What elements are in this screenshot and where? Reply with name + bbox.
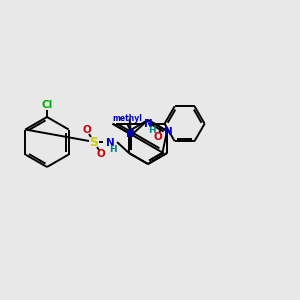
Text: N: N	[164, 127, 172, 137]
Text: H: H	[109, 145, 117, 154]
Text: N: N	[144, 119, 153, 129]
Text: S: S	[89, 136, 98, 148]
Text: O: O	[97, 149, 105, 159]
Text: N: N	[126, 129, 135, 139]
Text: methyl: methyl	[113, 114, 142, 123]
Text: O: O	[82, 125, 91, 135]
Text: Cl: Cl	[41, 100, 52, 110]
Text: H: H	[148, 126, 155, 135]
Text: N: N	[106, 138, 114, 148]
Text: O: O	[153, 132, 162, 142]
